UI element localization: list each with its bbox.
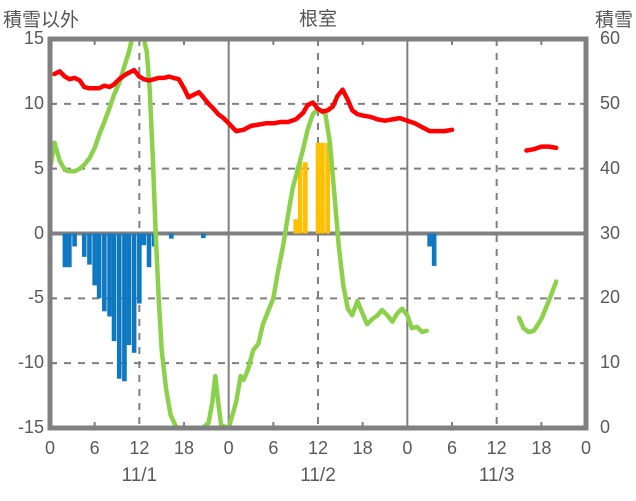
x-axis-hour-tick: 18 <box>352 438 373 458</box>
green-line-series <box>47 36 559 431</box>
left-axis-tick: 10 <box>23 92 44 113</box>
x-axis-hour-tick: 0 <box>580 438 591 458</box>
orange-bar-series <box>293 142 330 234</box>
right-axis-title: 積雪 <box>594 10 633 31</box>
left-axis-tick: -5 <box>27 287 44 308</box>
right-axis-tick: 60 <box>600 28 621 48</box>
left-axis-tick: -10 <box>17 352 44 373</box>
x-axis-hour-tick: 18 <box>173 438 195 458</box>
x-axis-hour-tick: 0 <box>44 438 55 458</box>
left-axis-tick-group: 15 10 5 0 -5 -10 -15 <box>0 0 44 501</box>
left-axis-tick: 15 <box>23 28 44 48</box>
right-axis-tick: 50 <box>600 92 621 113</box>
blue-bar-series <box>62 233 437 382</box>
left-axis-tick: 0 <box>33 222 44 243</box>
x-axis-day-label: 11/1 <box>121 465 158 486</box>
red-temperature-line-series <box>52 67 559 153</box>
x-axis-hour-tick: 18 <box>531 438 552 458</box>
right-axis-tick: 40 <box>600 157 621 178</box>
x-axis-hour-tick: 12 <box>307 438 329 458</box>
plot-frame <box>47 36 589 431</box>
right-axis-tick: 30 <box>600 222 621 243</box>
chart-title: 根室 <box>298 9 337 30</box>
left-axis-tick: 5 <box>33 157 44 178</box>
left-axis-tick: -15 <box>17 417 44 437</box>
right-axis-tick: 20 <box>600 287 621 308</box>
x-axis-hour-tick: 12 <box>129 438 150 458</box>
x-axis-hour-tick: 0 <box>402 438 413 458</box>
x-axis-hour-tick: 6 <box>268 438 279 458</box>
right-axis-tick-group: 60 50 40 30 20 10 0 <box>592 0 636 501</box>
x-axis-hour-tick: 6 <box>89 438 100 458</box>
x-axis-hour-tick: 0 <box>223 438 234 458</box>
x-axis-day-label: 11/3 <box>478 465 515 486</box>
left-axis-title: 積雪以外 <box>3 10 80 31</box>
x-axis-hour-tick: 12 <box>486 438 507 458</box>
right-axis-tick: 0 <box>600 417 611 437</box>
x-axis-day-label: 11/2 <box>300 465 336 486</box>
right-axis-tick: 10 <box>600 352 621 373</box>
x-axis-hour-tick: 6 <box>446 438 457 458</box>
